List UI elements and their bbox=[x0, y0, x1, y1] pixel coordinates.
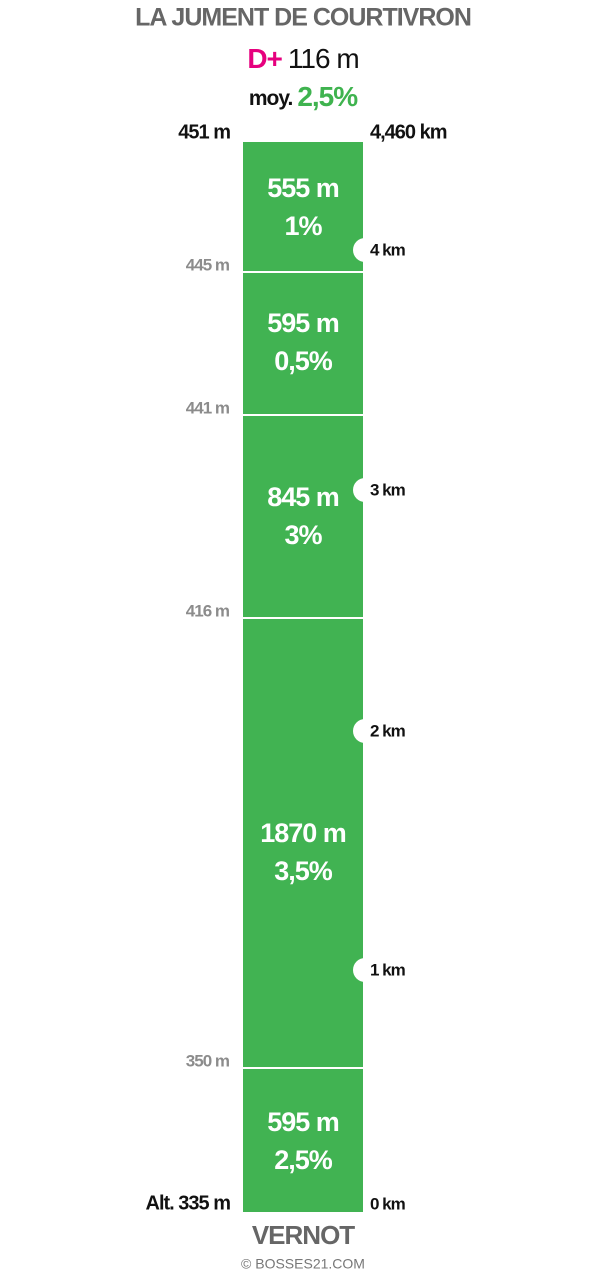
altitude-label: 445 m bbox=[186, 255, 230, 274]
avg-label: moy. bbox=[249, 87, 293, 110]
segment-length: 555 m bbox=[267, 173, 339, 203]
segment-length: 1870 m bbox=[260, 818, 346, 848]
segment-length: 595 m bbox=[267, 1107, 339, 1137]
segment-grade: 3,5% bbox=[274, 856, 333, 886]
elevation-gain: D+ 116 m bbox=[247, 43, 358, 74]
segment-length: 845 m bbox=[267, 482, 339, 512]
segment-grade: 0,5% bbox=[274, 346, 333, 376]
top-altitude: 451 m bbox=[178, 121, 230, 143]
segment-grade: 1% bbox=[284, 211, 322, 241]
km-notch bbox=[353, 478, 377, 502]
altitude-label: 416 m bbox=[186, 601, 230, 620]
segment-grade: 3% bbox=[284, 520, 322, 550]
start-altitude: Alt. 335 m bbox=[146, 1192, 231, 1214]
start-name: VERNOT bbox=[252, 1220, 355, 1250]
km-notch bbox=[353, 238, 377, 262]
segment-length: 595 m bbox=[267, 308, 339, 338]
km-label: 1 km bbox=[370, 960, 406, 979]
km-label: 0 km bbox=[370, 1194, 406, 1213]
km-notch bbox=[353, 958, 377, 982]
altitude-label: 441 m bbox=[186, 398, 230, 417]
bar bbox=[243, 142, 377, 1212]
gain-label: D+ bbox=[247, 43, 282, 74]
total-distance: 4,460 km bbox=[370, 121, 447, 143]
credit: © BOSSES21.COM bbox=[241, 1256, 365, 1272]
avg-value: 2,5% bbox=[297, 81, 358, 112]
title: LA JUMENT DE COURTIVRON bbox=[135, 4, 471, 32]
segment-grade: 2,5% bbox=[274, 1145, 333, 1175]
bar-fill bbox=[243, 142, 363, 1212]
km-label: 2 km bbox=[370, 721, 406, 740]
average-grade: moy. 2,5% bbox=[249, 81, 358, 112]
altitude-label: 350 m bbox=[186, 1051, 230, 1070]
km-label: 3 km bbox=[370, 480, 406, 499]
km-label: 4 km bbox=[370, 240, 406, 259]
gain-value: 116 m bbox=[288, 43, 359, 74]
km-notch bbox=[353, 719, 377, 743]
